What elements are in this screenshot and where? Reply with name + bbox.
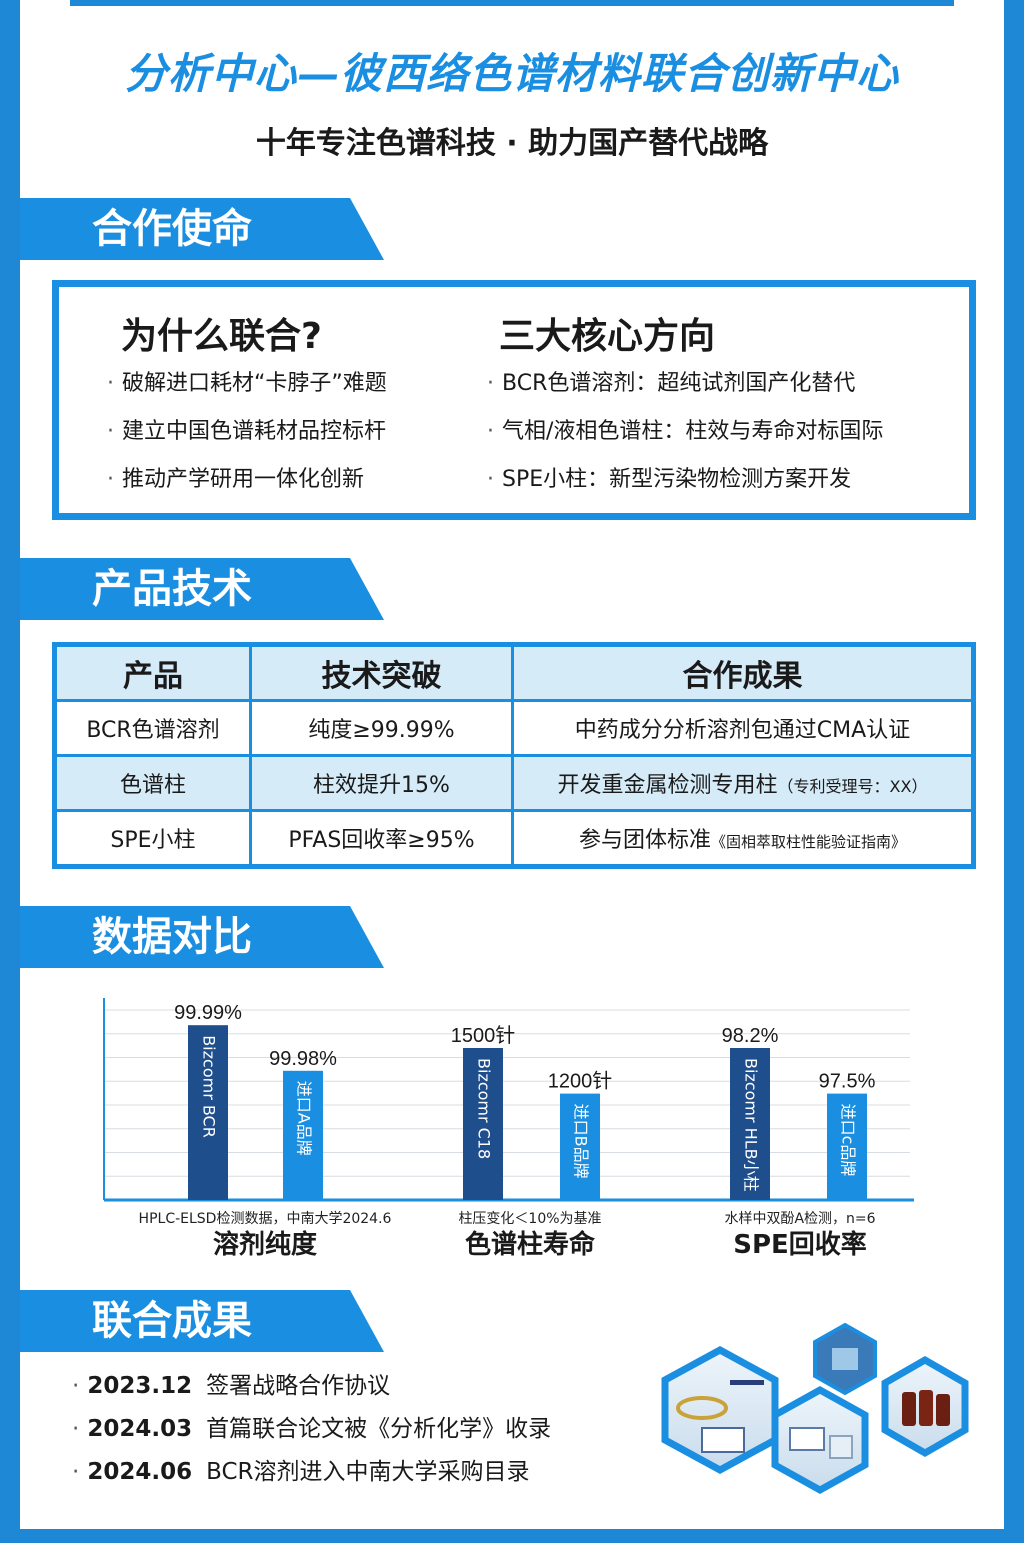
table-row: 色谱柱 柱效提升15% 开发重金属检测专用柱（专利受理号：XX）	[53, 754, 975, 812]
chart-bar	[730, 1048, 770, 1200]
chart-bar-value-label: 99.99%	[174, 1002, 242, 1024]
chart-bar-value-label: 1200针	[548, 1070, 613, 1093]
table-cell: PFAS回收率≥95%	[249, 809, 514, 868]
directions-list: BCR色谱溶剂：超纯试剂国产化替代 气相/液相色谱柱：柱效与寿命对标国际 SPE…	[487, 365, 883, 509]
result-note: 《固相萃取柱性能验证指南》	[711, 833, 907, 851]
milestone-item: 2023.12 签署战略合作协议	[72, 1366, 551, 1409]
milestone-list: 2023.12 签署战略合作协议 2024.03 首篇联合论文被《分析化学》收录 2…	[72, 1366, 551, 1495]
direction-item: 气相/液相色谱柱：柱效与寿命对标国际	[487, 413, 883, 461]
chart-bar-value-label: 98.2%	[722, 1025, 779, 1047]
milestone-item: 2024.06 BCR溶剂进入中南大学采购目录	[72, 1452, 551, 1495]
table-header: 产品	[53, 643, 252, 702]
milestone-text: BCR溶剂进入中南大学采购目录	[206, 1459, 530, 1485]
milestone-item: 2024.03 首篇联合论文被《分析化学》收录	[72, 1409, 551, 1452]
chart-bar-name-label: 进口B品牌	[572, 1104, 591, 1179]
chart-bar	[463, 1048, 503, 1200]
milestone-text: 签署战略合作协议	[206, 1373, 391, 1399]
table-header: 合作成果	[511, 643, 975, 702]
milestone-date: 2024.06	[87, 1459, 193, 1485]
hexagon-spe-kit-image	[771, 1385, 869, 1495]
chart-bar	[827, 1093, 867, 1200]
section-header-data: 数据对比	[20, 906, 384, 968]
table-cell: 中药成分分析溶剂包通过CMA认证	[511, 699, 975, 757]
hexagon-reagent-bottles-image	[881, 1355, 969, 1458]
result-text: 开发重金属检测专用柱	[557, 773, 778, 798]
chart-bar-value-label: 99.98%	[269, 1048, 337, 1070]
mission-box: 为什么联合? 破解进口耗材“卡脖子”难题 建立中国色谱耗材品控标杆 推动产学研用…	[52, 280, 976, 520]
table-cell: 开发重金属检测专用柱（专利受理号：XX）	[511, 754, 975, 812]
page-subtitle: 十年专注色谱科技 · 助力国产替代战略	[255, 126, 769, 161]
chart-group-title: SPE回收率	[733, 1230, 867, 1260]
chart-note: 水样中双酚A检测，n=6	[724, 1211, 876, 1227]
direction-item: SPE小柱：新型污染物检测方案开发	[487, 461, 883, 509]
result-text: 参与团体标准	[578, 828, 711, 853]
chart-bar-value-label: 97.5%	[819, 1071, 876, 1093]
table-row: BCR色谱溶剂 纯度≥99.99% 中药成分分析溶剂包通过CMA认证	[53, 699, 975, 757]
section-header-results: 联合成果	[20, 1290, 384, 1352]
chart-bar-name-label: Bizcomr HLB小柱	[742, 1058, 761, 1192]
result-note: （专利受理号：XX）	[777, 777, 928, 796]
comparison-chart: 99.99% Bizcomr BCR 99.98% 进口A品牌 1500针 Bizcomr…	[90, 990, 920, 1260]
table-header-row: 产品 技术突破 合作成果	[53, 643, 975, 702]
directions-title: 三大核心方向	[499, 316, 716, 357]
why-item: 破解进口耗材“卡脖子”难题	[107, 365, 387, 413]
table-cell: SPE小柱	[53, 809, 252, 868]
hexagon-columns-image	[661, 1346, 779, 1474]
why-item: 推动产学研用一体化创新	[107, 461, 387, 509]
chart-group-title: 溶剂纯度	[212, 1230, 317, 1260]
chart-bar	[560, 1093, 600, 1200]
chart-bar-name-label: Bizcomr BCR	[200, 1035, 219, 1138]
table-cell: 参与团体标准《固相萃取柱性能验证指南》	[511, 809, 975, 868]
why-title: 为什么联合?	[121, 316, 322, 357]
table-row: SPE小柱 PFAS回收率≥95% 参与团体标准《固相萃取柱性能验证指南》	[53, 809, 975, 868]
chart-svg: 99.99% Bizcomr BCR 99.98% 进口A品牌 1500针 Bizcomr…	[103, 998, 914, 1202]
milestone-date: 2023.12	[87, 1373, 193, 1399]
table-cell: 柱效提升15%	[249, 754, 514, 812]
why-list: 破解进口耗材“卡脖子”难题 建立中国色谱耗材品控标杆 推动产学研用一体化创新	[107, 365, 387, 509]
section-header-product: 产品技术	[20, 558, 384, 620]
chart-bar-name-label: Bizcomr C18	[475, 1058, 494, 1159]
table-header: 技术突破	[249, 643, 514, 702]
chart-note: HPLC-ELSD检测数据，中南大学2024.6	[138, 1211, 392, 1227]
chart-bar-value-label: 1500针	[451, 1024, 516, 1047]
table-cell: BCR色谱溶剂	[53, 699, 252, 757]
chart-bar-name-label: 进口A品牌	[295, 1081, 314, 1156]
page-title: 分析中心—彼西络色谱材料联合创新中心	[124, 49, 899, 98]
milestone-date: 2024.03	[87, 1416, 193, 1442]
hexagon-instrument-image	[813, 1322, 877, 1396]
direction-item: BCR色谱溶剂：超纯试剂国产化替代	[487, 365, 883, 413]
chart-group-title: 色谱柱寿命	[464, 1230, 595, 1260]
chart-note: 柱压变化＜10%为基准	[458, 1211, 602, 1227]
chart-bar	[188, 1025, 228, 1200]
table-cell: 纯度≥99.99%	[249, 699, 514, 757]
top-accent-bar	[70, 0, 954, 6]
section-header-mission: 合作使命	[20, 198, 384, 260]
chart-bar-name-label: 进口c品牌	[839, 1104, 858, 1177]
table-cell: 色谱柱	[53, 754, 252, 812]
chart-bar	[283, 1070, 323, 1200]
product-table: 产品 技术突破 合作成果 BCR色谱溶剂 纯度≥99.99% 中药成分分析溶剂包…	[52, 642, 976, 869]
why-item: 建立中国色谱耗材品控标杆	[107, 413, 387, 461]
milestone-text: 首篇联合论文被《分析化学》收录	[206, 1416, 552, 1442]
result-text: 中药成分分析溶剂包通过CMA认证	[574, 718, 911, 743]
product-photo-collage	[661, 1322, 969, 1495]
